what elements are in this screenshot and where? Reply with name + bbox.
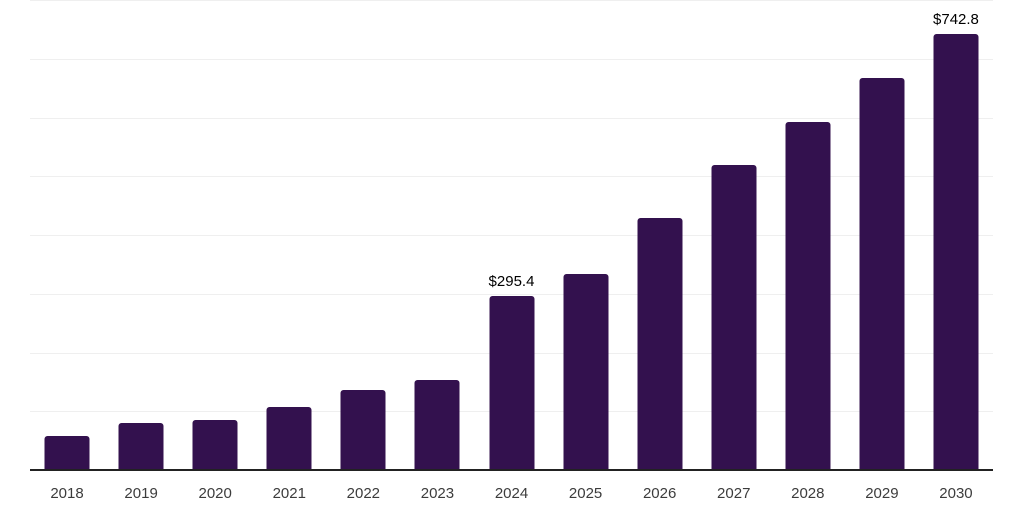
bar-2023 [414,380,460,470]
value-label-2030: $742.8 [933,10,979,28]
bar-cell-2027 [697,0,771,470]
gridline-600 [30,117,993,119]
x-label-2019: 2019 [124,485,158,502]
x-axis-labels: 2018 2019 2020 2021 2022 2023 2024 2025 2026 2027… [30,484,993,503]
x-label-2028: 2028 [791,485,825,502]
bar-2028 [785,122,831,470]
x-label-2020: 2020 [198,485,232,502]
bar-cell-2026 [623,0,697,470]
gridline-700 [30,58,993,60]
bar-2021 [266,407,312,470]
bar-cell-2023 [400,0,474,470]
bar-2025 [563,273,609,470]
plot-area: $295.4 $742.8 [30,0,993,470]
x-label-2027: 2027 [717,485,751,502]
bar-cell-2029 [845,0,919,470]
x-label-2024: 2024 [494,485,529,502]
bar-2018 [44,435,90,470]
bar-2029 [859,78,905,470]
bar-cell-2028 [771,0,845,470]
gridline-400 [30,235,993,236]
gridline-500 [30,176,993,178]
bar-2020 [192,420,238,470]
bar-2030 [933,33,979,470]
gridline-800 [30,0,993,1]
x-label-2030: 2030 [939,485,973,502]
x-axis-line [30,469,993,471]
x-label-2022: 2022 [346,485,381,502]
bar-cell-2030: $742.8 [919,0,993,470]
x-label-2025: 2025 [568,485,603,502]
bar-cell-2025 [549,0,623,470]
gridline-300 [30,293,993,295]
x-label-2023: 2023 [420,485,455,502]
bar-2019 [118,423,164,470]
bar-cell-2022 [326,0,400,470]
bar-2022 [340,390,386,470]
x-label-2021: 2021 [272,485,306,502]
bar-2027 [711,164,757,470]
bar-cell-2019 [104,0,178,470]
bar-2024 [489,296,534,470]
bar-cell-2018 [30,0,104,470]
bar-2026 [637,218,683,470]
x-label-2026: 2026 [642,485,677,502]
bar-cell-2021 [252,0,326,470]
x-label-2029: 2029 [865,485,899,502]
bar-cell-2020 [178,0,252,470]
x-label-2018: 2018 [50,485,84,502]
bars-row: $295.4 $742.8 [30,0,993,470]
bar-cell-2024: $295.4 [474,0,548,470]
value-label-2024: $295.4 [488,273,535,291]
